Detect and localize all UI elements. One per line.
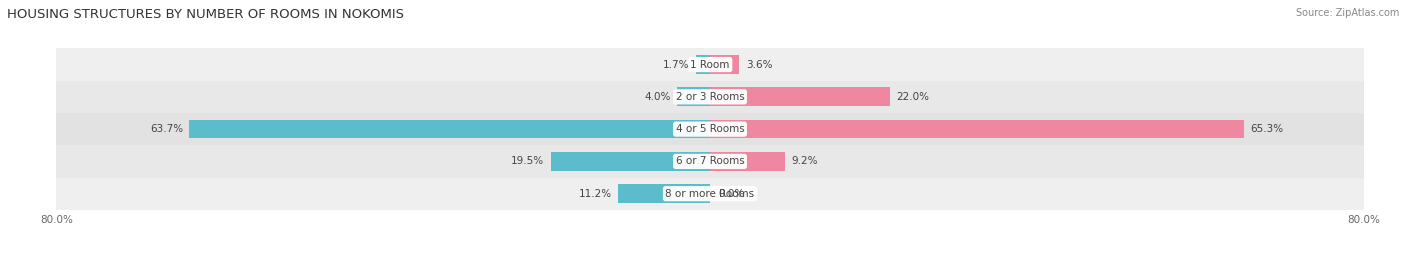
Bar [56, 145, 1364, 178]
Text: HOUSING STRUCTURES BY NUMBER OF ROOMS IN NOKOMIS: HOUSING STRUCTURES BY NUMBER OF ROOMS IN… [7, 8, 404, 21]
Bar [710, 152, 785, 171]
Text: 65.3%: 65.3% [1250, 124, 1284, 134]
Text: 2 or 3 Rooms: 2 or 3 Rooms [676, 92, 744, 102]
Bar [619, 184, 710, 203]
Text: 8 or more Rooms: 8 or more Rooms [665, 189, 755, 199]
Bar [56, 81, 1364, 113]
Bar [696, 55, 710, 74]
Bar [56, 113, 1364, 145]
Text: 4 or 5 Rooms: 4 or 5 Rooms [676, 124, 744, 134]
Bar [710, 55, 740, 74]
Bar [710, 87, 890, 106]
Text: 22.0%: 22.0% [897, 92, 929, 102]
Text: 1 Room: 1 Room [690, 59, 730, 70]
Bar [56, 48, 1364, 81]
Text: 11.2%: 11.2% [579, 189, 612, 199]
Text: 1.7%: 1.7% [664, 59, 689, 70]
Text: 19.5%: 19.5% [510, 156, 544, 167]
Text: 63.7%: 63.7% [150, 124, 183, 134]
Bar [190, 120, 710, 139]
Text: 9.2%: 9.2% [792, 156, 818, 167]
Bar [56, 178, 1364, 210]
Text: 0.0%: 0.0% [718, 189, 744, 199]
Bar [678, 87, 710, 106]
Text: Source: ZipAtlas.com: Source: ZipAtlas.com [1295, 8, 1399, 18]
Text: 6 or 7 Rooms: 6 or 7 Rooms [676, 156, 744, 167]
Text: 4.0%: 4.0% [644, 92, 671, 102]
Bar [551, 152, 710, 171]
Bar [710, 120, 1244, 139]
Text: 3.6%: 3.6% [747, 59, 772, 70]
